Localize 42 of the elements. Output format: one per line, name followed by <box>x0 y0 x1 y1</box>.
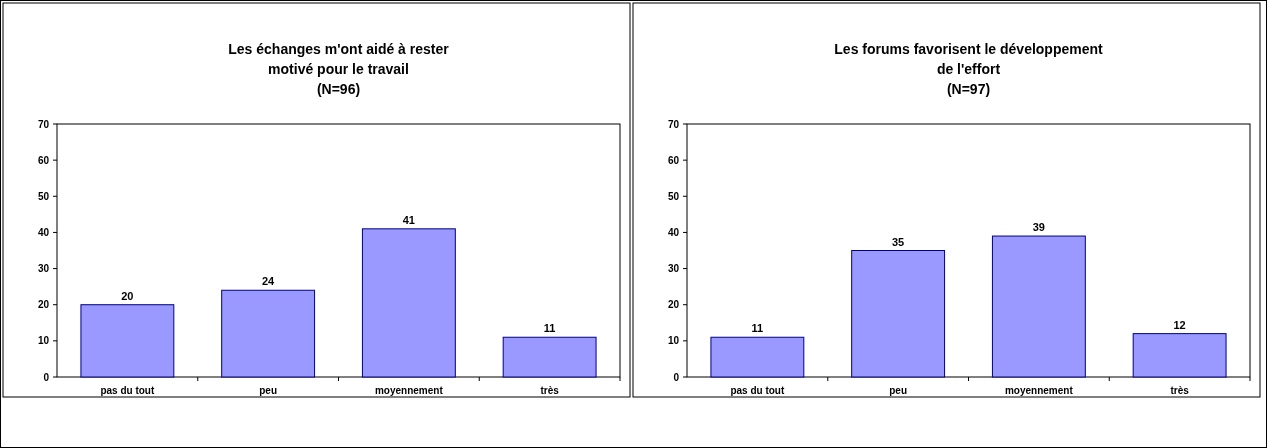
y-tick-label: 60 <box>37 154 50 166</box>
y-tick-label: 20 <box>37 299 50 311</box>
bar <box>502 336 597 378</box>
bar <box>1132 333 1227 378</box>
chart-title: Les forums favorisent le développement de l'effort (N=97) <box>834 41 1104 97</box>
x-tick-label: très <box>540 385 560 396</box>
data-label: 11 <box>751 322 764 335</box>
data-label: 24 <box>262 275 276 288</box>
y-tick-label: 40 <box>37 226 50 238</box>
x-tick-label: peu <box>889 385 908 396</box>
data-label: 20 <box>121 289 134 302</box>
y-tick-label: 30 <box>667 263 680 275</box>
bar <box>221 289 316 378</box>
bar <box>710 336 805 378</box>
x-tick-label: très <box>1170 385 1190 396</box>
x-tick-label: moyennement <box>374 385 444 396</box>
y-tick-label: 70 <box>667 118 680 130</box>
y-tick-label: 20 <box>667 299 680 311</box>
data-label: 41 <box>402 213 415 226</box>
x-tick-label: peu <box>259 385 278 396</box>
y-tick-label: 0 <box>673 371 680 383</box>
bar <box>361 228 456 378</box>
x-tick-label: pas du tout <box>100 385 155 396</box>
y-tick-label: 60 <box>667 154 680 166</box>
data-label: 11 <box>543 322 556 335</box>
data-label: 12 <box>1173 318 1186 331</box>
data-label: 39 <box>1032 221 1045 234</box>
bar <box>851 250 946 378</box>
bar <box>80 304 175 378</box>
y-tick-label: 0 <box>43 371 50 383</box>
chart-title: Les échanges m'ont aidé à rester motivé pour le travail (N=96) <box>228 41 450 97</box>
y-tick-label: 30 <box>37 263 50 275</box>
bar <box>991 235 1086 378</box>
y-tick-label: 50 <box>37 190 50 202</box>
y-tick-label: 10 <box>667 335 680 347</box>
y-tick-label: 70 <box>37 118 50 130</box>
x-tick-label: pas du tout <box>730 385 785 396</box>
y-tick-label: 50 <box>667 190 680 202</box>
y-tick-label: 10 <box>37 335 50 347</box>
data-label: 35 <box>892 235 905 248</box>
x-tick-label: moyennement <box>1004 385 1074 396</box>
y-tick-label: 40 <box>667 226 680 238</box>
